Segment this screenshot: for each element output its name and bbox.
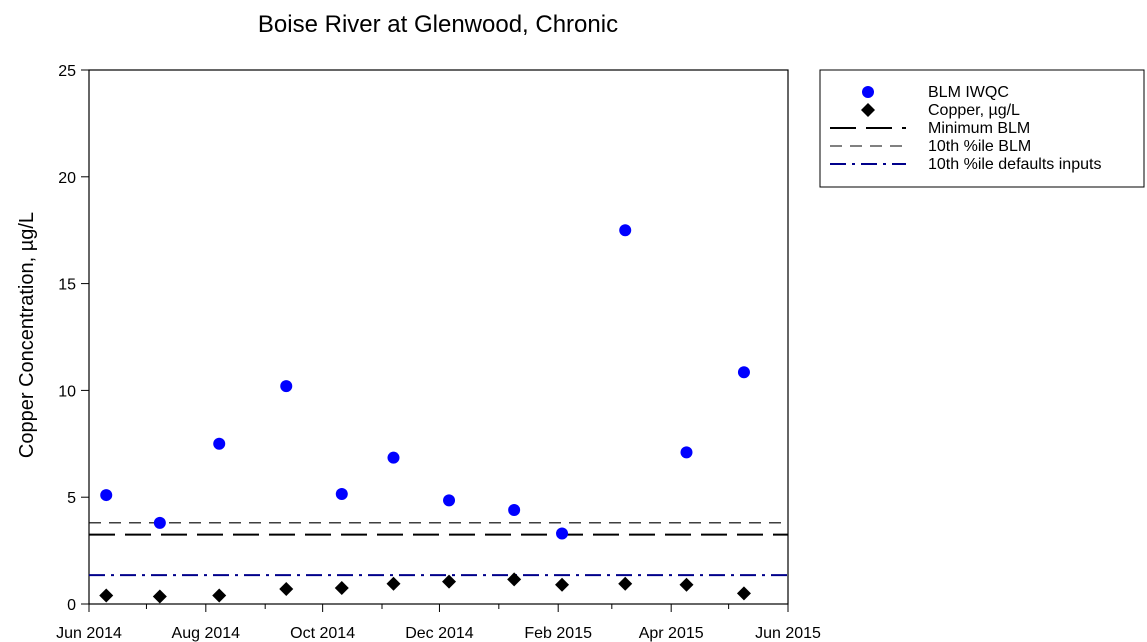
x-tick-label: Dec 2014 — [405, 625, 474, 642]
copper-point — [507, 572, 522, 587]
legend-marker-diamond — [861, 103, 875, 117]
copper-point — [334, 580, 349, 595]
blm-iwqc-point — [387, 451, 400, 464]
x-tick-label: Feb 2015 — [524, 625, 592, 642]
y-tick-label: 15 — [58, 277, 76, 294]
blm-iwqc-point — [619, 224, 632, 237]
blm-iwqc-point — [335, 487, 348, 500]
blm-iwqc-point — [737, 366, 750, 379]
x-tick-label: Oct 2014 — [290, 625, 355, 642]
copper-point — [555, 577, 570, 592]
legend-marker-circle — [862, 86, 874, 98]
x-tick-label: Jun 2015 — [755, 625, 821, 642]
y-tick-label: 25 — [58, 63, 76, 80]
y-tick-label: 5 — [67, 490, 76, 507]
copper-point — [442, 574, 457, 589]
legend-label: Copper, µg/L — [928, 102, 1020, 119]
copper-point — [99, 588, 114, 603]
y-axis: 0 5 10 15 20 25 — [58, 63, 89, 614]
legend-label: BLM IWQC — [928, 84, 1009, 101]
blm-iwqc-point — [443, 494, 456, 507]
blm-iwqc-point — [680, 446, 693, 459]
y-tick-label: 10 — [58, 383, 76, 400]
blm-iwqc-point — [508, 504, 521, 517]
legend-label: Minimum BLM — [928, 120, 1030, 137]
x-tick-label: Aug 2014 — [172, 625, 241, 642]
blm-iwqc-point — [556, 527, 569, 540]
copper-point — [679, 577, 694, 592]
data-points — [99, 224, 751, 604]
legend-label: 10th %ile defaults inputs — [928, 156, 1101, 173]
legend-label: 10th %ile BLM — [928, 138, 1031, 155]
blm-iwqc-point — [100, 489, 113, 502]
x-axis: Jun 2014 Aug 2014 Oct 2014 Dec 2014 Feb 2015… — [56, 604, 821, 642]
reference-lines — [89, 522, 788, 577]
y-tick-label: 0 — [67, 597, 76, 614]
y-axis-label: Copper Concentration, µg/L — [16, 212, 38, 458]
copper-point — [386, 576, 401, 591]
copper-point — [212, 588, 227, 603]
blm-iwqc-point — [153, 516, 166, 529]
plot-area — [88, 69, 789, 605]
blm-iwqc-point — [280, 380, 293, 393]
plot-border — [88, 69, 789, 605]
x-tick-label: Apr 2015 — [639, 625, 704, 642]
blm-iwqc-point — [213, 437, 226, 450]
copper-point — [736, 586, 751, 601]
y-tick-label: 20 — [58, 170, 76, 187]
copper-point — [152, 589, 167, 604]
chart-title: Boise River at Glenwood, Chronic — [258, 11, 618, 38]
x-tick-label: Jun 2014 — [56, 625, 122, 642]
copper-point — [618, 576, 633, 591]
copper-point — [279, 582, 294, 597]
